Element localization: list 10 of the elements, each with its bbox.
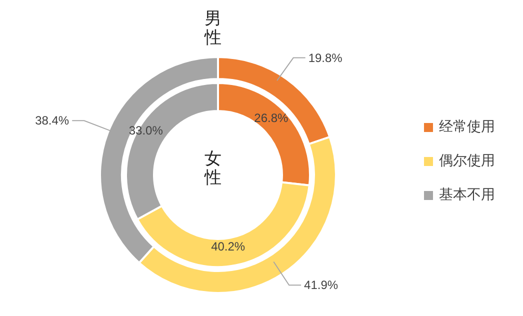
data-label: 26.8% [254, 111, 289, 126]
legend-label: 基本不用 [439, 186, 495, 204]
legend-label: 经常使用 [439, 118, 495, 136]
data-label: 19.8% [308, 50, 343, 65]
data-label: 41.9% [304, 278, 338, 292]
slice-label: 女性 [203, 149, 222, 188]
data-label: 38.4% [35, 114, 70, 128]
data-label: 40.2% [211, 240, 246, 254]
slice-label: 男性 [203, 9, 222, 48]
legend-label: 偶尔使用 [439, 152, 495, 170]
